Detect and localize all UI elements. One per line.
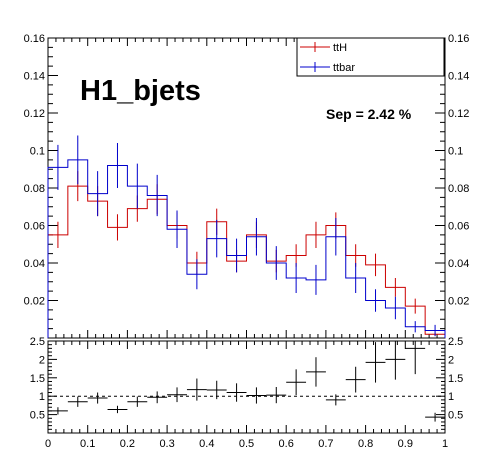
- main-y-tick-label-left: 0.06: [24, 221, 45, 233]
- main-y-tick-label-right: 0.1: [448, 146, 463, 158]
- main-y-tick-label-left: 0.16: [24, 33, 45, 45]
- ratio-y-tick-label-right: 2: [448, 354, 454, 366]
- main-y-tick-label-left: 0.08: [24, 183, 45, 195]
- ratio-y-tick-label-left: 1: [39, 391, 45, 403]
- legend-label-ttbar: ttbar: [333, 62, 355, 74]
- ratio-x-tick-label: 0.8: [358, 438, 373, 450]
- ratio-x-tick-label: 0.5: [239, 438, 254, 450]
- ratio-y-tick-label-right: 1: [448, 391, 454, 403]
- ratio-y-tick-label-left: 2: [39, 354, 45, 366]
- main-y-tick-label-left: 0.14: [24, 71, 45, 83]
- main-y-tick-label-right: 0.16: [448, 33, 469, 45]
- main-y-tick-label-right: 0.14: [448, 71, 469, 83]
- separation-annotation: Sep = 2.42 %: [326, 106, 412, 122]
- ratio-x-tick-label: 1: [442, 438, 448, 450]
- ratio-y-tick-label-right: 2.5: [448, 336, 463, 348]
- main-y-tick-label-right: 0.12: [448, 108, 469, 120]
- legend-box: [297, 38, 444, 76]
- legend-label-tth: ttH: [333, 42, 347, 54]
- main-y-tick-label-right: 0.08: [448, 183, 469, 195]
- main-y-tick-label-left: 0.02: [24, 296, 45, 308]
- ratio-x-tick-label: 0.2: [120, 438, 135, 450]
- ratio-x-tick-label: 0.6: [279, 438, 294, 450]
- main-y-tick-label-left: 0.04: [24, 258, 45, 270]
- ratio-x-tick-label: 0.4: [199, 438, 214, 450]
- ratio-x-tick-label: 0: [45, 438, 51, 450]
- main-y-tick-label-right: 0.02: [448, 296, 469, 308]
- main-y-tick-label-left: 0.1: [30, 146, 45, 158]
- ratio-x-tick-label: 0.1: [80, 438, 95, 450]
- ratio-y-tick-label-left: 1.5: [30, 373, 45, 385]
- ratio-y-tick-label-left: 0.5: [30, 410, 45, 422]
- ratio-x-tick-label: 0.9: [398, 438, 413, 450]
- main-y-tick-label-right: 0.06: [448, 221, 469, 233]
- ratio-x-tick-label: 0.7: [318, 438, 333, 450]
- chart-title: H1_bjets: [80, 75, 201, 107]
- ratio-y-tick-label-left: 2.5: [30, 336, 45, 348]
- ratio-x-tick-label: 0.3: [159, 438, 174, 450]
- ratio-y-tick-label-right: 0.5: [448, 410, 463, 422]
- main-y-tick-label-left: 0.12: [24, 108, 45, 120]
- main-y-tick-label-right: 0.04: [448, 258, 469, 270]
- legend: ttH ttbar: [297, 38, 444, 76]
- ratio-y-tick-label-right: 1.5: [448, 373, 463, 385]
